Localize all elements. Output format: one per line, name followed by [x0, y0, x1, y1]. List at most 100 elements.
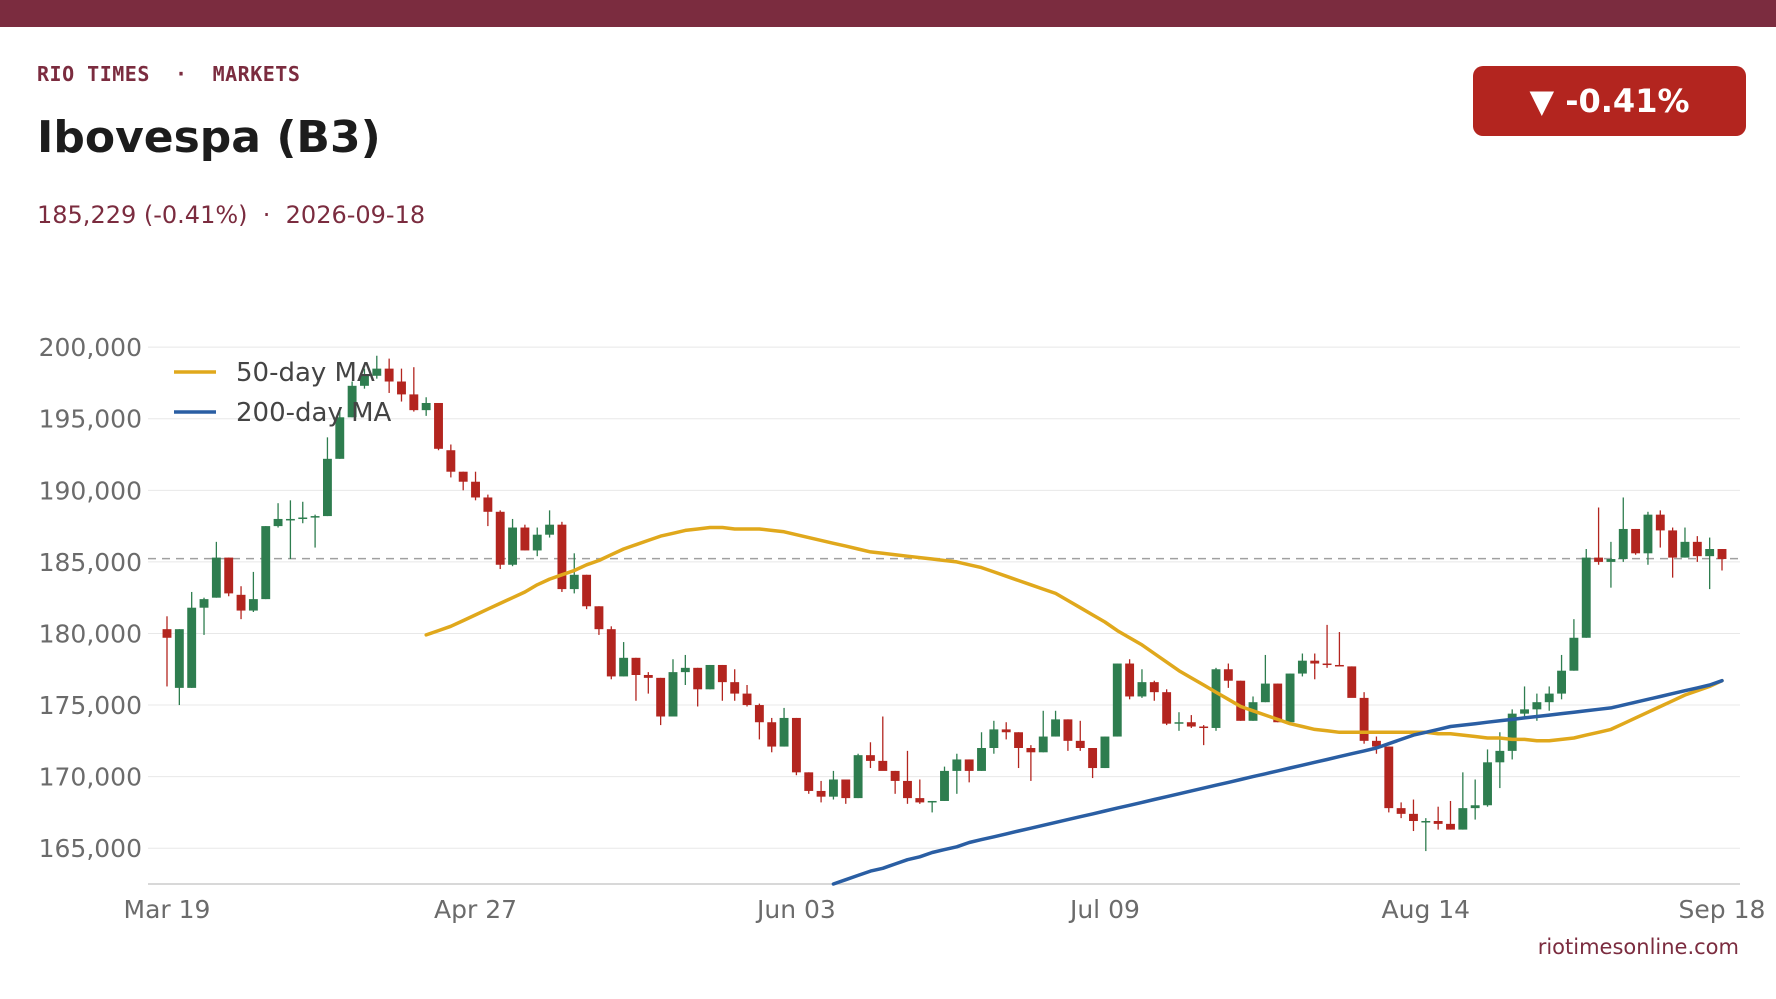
- candle-body: [1001, 729, 1011, 733]
- y-tick-label: 170,000: [39, 763, 142, 792]
- candle-body: [915, 798, 925, 803]
- candle-body: [1347, 666, 1357, 698]
- candle-body: [199, 599, 209, 608]
- candle-body: [557, 524, 567, 590]
- candle-body: [1260, 683, 1270, 703]
- candle-body: [903, 780, 912, 799]
- candle-body: [1668, 530, 1678, 558]
- candle-body: [1174, 722, 1184, 724]
- y-tick-label: 175,000: [39, 691, 142, 720]
- chart-subtitle: 185,229 (-0.41%) · 2026-09-18: [37, 201, 426, 229]
- candle-body: [1680, 541, 1690, 558]
- candle-body: [1396, 808, 1406, 814]
- candle-body: [1199, 726, 1209, 729]
- x-tick-label: Mar 19: [124, 895, 211, 924]
- candle-body: [1495, 750, 1505, 763]
- candle-body: [1458, 808, 1468, 830]
- candle-body: [483, 497, 493, 512]
- candle-body: [1038, 736, 1048, 753]
- candle-body: [1643, 514, 1653, 554]
- candle-body: [322, 458, 332, 517]
- candle-body: [409, 394, 419, 411]
- section-kicker: RIO TIMES · MARKETS: [37, 62, 301, 86]
- candle-body: [360, 375, 369, 386]
- candle-body: [594, 606, 604, 630]
- change-badge: ▼ -0.41%: [1473, 66, 1746, 136]
- candle-body: [606, 629, 616, 677]
- candle-body: [1717, 549, 1727, 560]
- candle-body: [187, 607, 197, 688]
- x-tick-label: Sep 18: [1679, 895, 1766, 924]
- candle-body: [495, 511, 505, 565]
- candle-body: [545, 524, 555, 535]
- candle-body: [248, 599, 258, 611]
- candle-body: [705, 664, 715, 690]
- candle-body: [977, 748, 986, 771]
- candle-body: [1236, 680, 1246, 721]
- candle-body: [1014, 732, 1023, 748]
- candle-body: [347, 385, 357, 418]
- candle-body: [285, 518, 295, 521]
- brand-top-bar: [0, 0, 1776, 27]
- candle-body: [1223, 669, 1233, 681]
- candle-body: [335, 417, 345, 459]
- ma50-line: [424, 525, 1724, 743]
- candle-body: [261, 526, 271, 600]
- y-tick-label: 200,000: [39, 333, 142, 362]
- candle-body: [631, 657, 641, 675]
- candle-body: [1063, 719, 1073, 741]
- candle-body: [1544, 693, 1554, 703]
- candle-body: [1618, 528, 1628, 560]
- candle-body: [458, 471, 468, 482]
- candle-body: [816, 790, 826, 797]
- candle-body: [1532, 702, 1542, 710]
- candle-body: [730, 682, 740, 694]
- candle-body: [1470, 805, 1480, 809]
- candle-body: [853, 755, 863, 799]
- candle-body: [1162, 692, 1172, 724]
- candle-body: [273, 518, 283, 527]
- candle-body: [828, 779, 838, 797]
- candle-body: [1334, 664, 1344, 667]
- candle-body: [1359, 697, 1369, 741]
- y-tick-label: 185,000: [39, 548, 142, 577]
- candle-body: [520, 527, 530, 551]
- candle-body: [434, 402, 443, 449]
- candle-body: [1372, 740, 1381, 747]
- candle-body: [1297, 660, 1307, 674]
- candle-body: [384, 368, 394, 382]
- candle-body: [878, 760, 888, 771]
- candle-body: [890, 770, 900, 781]
- candle-body: [446, 450, 456, 472]
- candle-body: [1520, 709, 1529, 714]
- legend-label: 200-day MA: [236, 398, 392, 428]
- candle-body: [532, 534, 542, 551]
- candle-body: [1655, 514, 1665, 531]
- candle-body: [162, 629, 172, 638]
- candle-body: [1705, 549, 1715, 557]
- candle-body: [1310, 660, 1320, 664]
- x-tick-label: Aug 14: [1382, 895, 1471, 924]
- candle-body: [1026, 748, 1036, 753]
- candle-body: [1631, 528, 1641, 554]
- y-tick-label: 190,000: [39, 476, 142, 505]
- candle-body: [717, 664, 727, 683]
- candle-body: [693, 667, 703, 690]
- candle-body: [471, 481, 480, 498]
- candle-body: [767, 722, 777, 747]
- candle-body: [397, 381, 406, 395]
- candle-body: [1557, 670, 1567, 694]
- candle-body: [643, 674, 653, 678]
- candle-body: [1125, 663, 1135, 697]
- candle-body: [680, 667, 690, 673]
- candle-body: [1594, 557, 1604, 562]
- candle-body: [804, 772, 814, 791]
- candle-body: [298, 517, 308, 520]
- candle-body: [1112, 663, 1122, 737]
- candle-body: [940, 770, 949, 801]
- candle-body: [1285, 673, 1295, 723]
- candle-body: [1211, 669, 1221, 728]
- candle-body: [866, 755, 875, 761]
- candle-body: [841, 779, 851, 799]
- chart-title: Ibovespa (B3): [37, 112, 381, 163]
